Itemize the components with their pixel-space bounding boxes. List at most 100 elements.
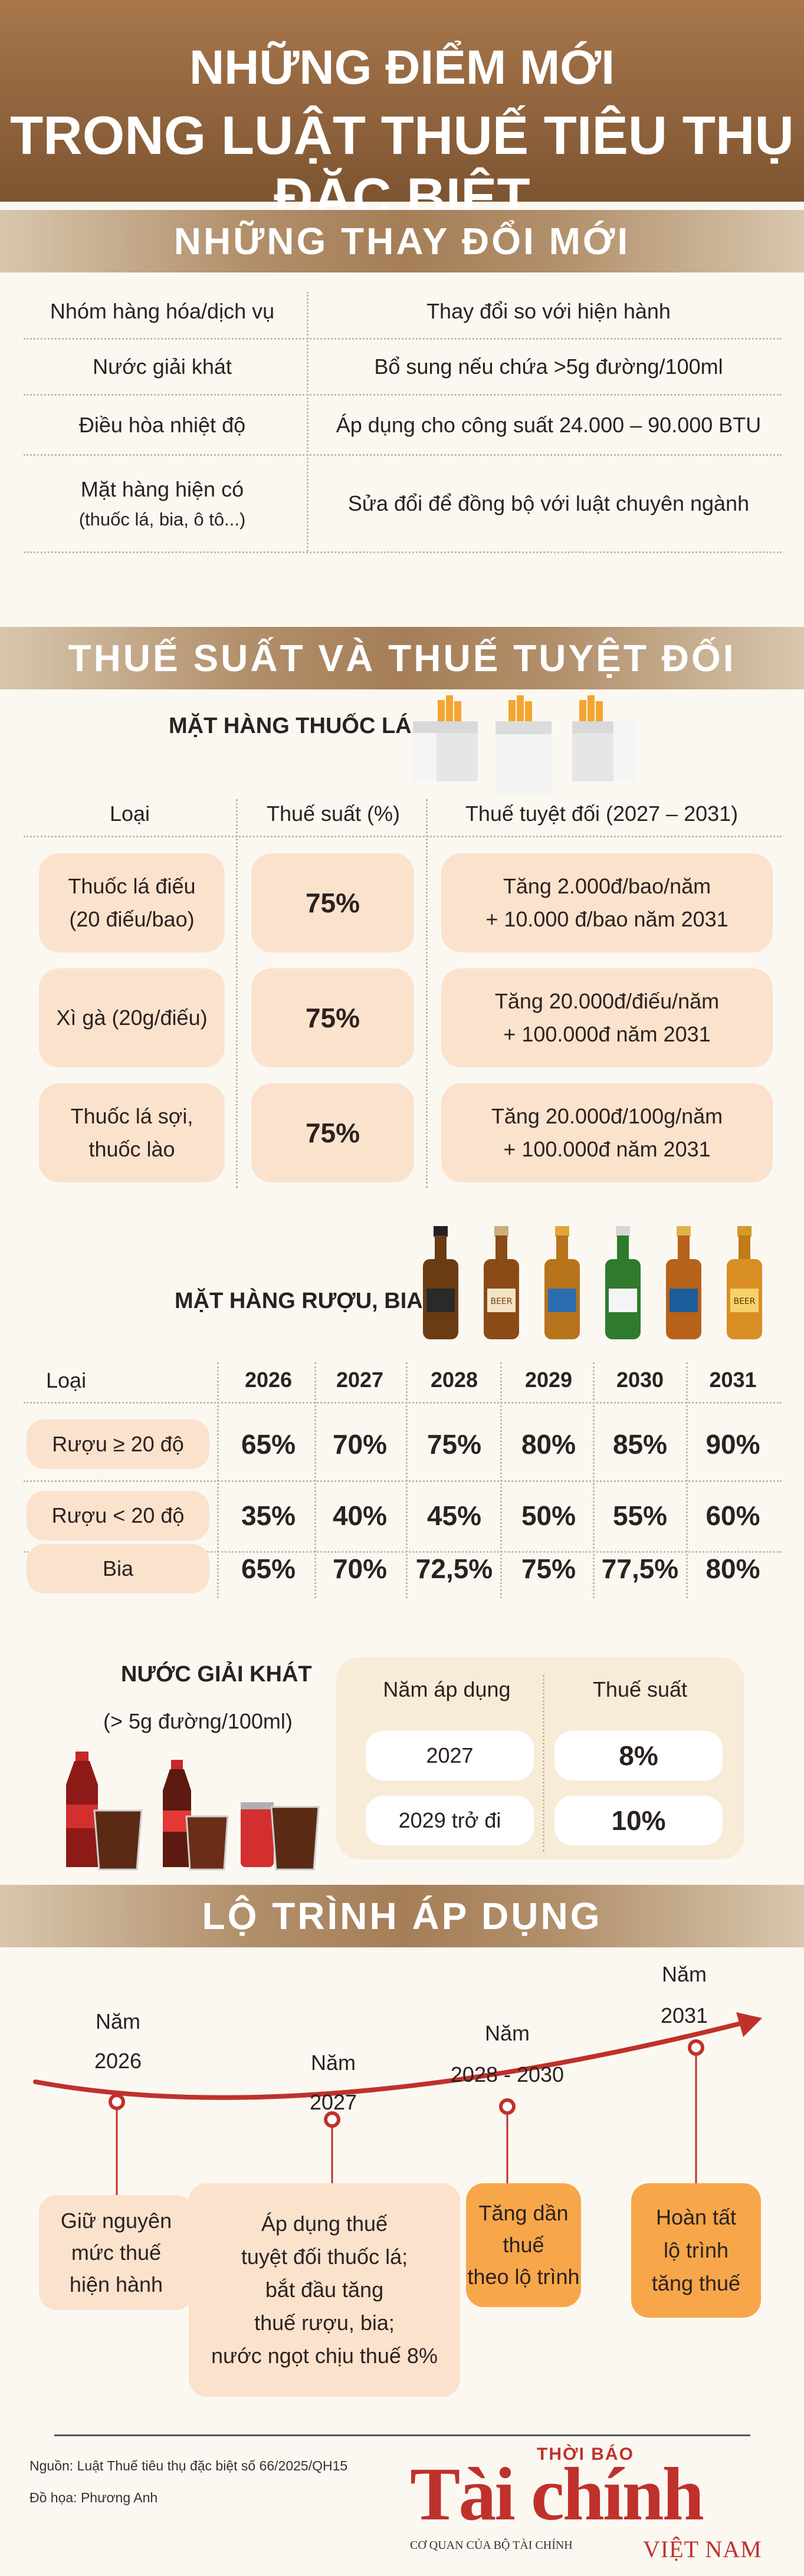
- milestone-desc-line: Hoàn tất: [655, 2205, 737, 2229]
- milestone-desc-line: mức thuế: [71, 2240, 162, 2265]
- logo-country-text: VIỆT NAM: [643, 2536, 762, 2562]
- divider: [24, 1480, 782, 1482]
- milestone-label: Năm: [95, 2009, 140, 2033]
- tobacco-rate-value: 75%: [305, 1003, 360, 1033]
- milestone-desc-line: theo lộ trình: [467, 2265, 580, 2289]
- softdrink-divider-v: [543, 1675, 544, 1852]
- beer-bottles-icon: BEER BEER: [423, 1226, 762, 1339]
- col-header-group: Nhóm hàng hóa/dịch vụ: [50, 299, 275, 323]
- change-row-group-main: Mặt hàng hiện có: [80, 477, 244, 501]
- logo-sub-text: CƠ QUAN CỦA BỘ TÀI CHÍNH: [410, 2539, 573, 2552]
- tobacco-row-abs: Tăng 20.000đ/100g/năm + 100.000đ năm 203…: [441, 1083, 773, 1182]
- softdrink-rate-value: 8%: [619, 1740, 658, 1771]
- tobacco-type-line: Thuốc lá điếu: [68, 874, 196, 898]
- alcohol-rate-value: 60%: [705, 1500, 760, 1531]
- alcohol-rate-value: 65%: [241, 1429, 296, 1460]
- softdrink-subheading: (> 5g đường/100ml): [103, 1709, 293, 1733]
- timeline-curve: [33, 2012, 762, 2195]
- footer-source: Nguồn: Luật Thuế tiêu thụ đặc biệt số 66…: [29, 2458, 348, 2473]
- soda-glass-icon: [270, 1806, 320, 1871]
- section-rates-bar: THUẾ SUẤT VÀ THUẾ TUYỆT ĐỐI: [0, 627, 804, 689]
- soft-drinks-icon: [66, 1752, 320, 1871]
- tobacco-abs-line: + 100.000đ năm 2031: [503, 1137, 711, 1161]
- divider: [24, 1551, 782, 1553]
- tobacco-col-type: Loại: [109, 801, 150, 826]
- milestone-box: Giữ nguyên mức thuế hiện hành: [39, 2195, 193, 2310]
- beer-label-text: BEER: [733, 1297, 755, 1306]
- softdrink-col-year: Năm áp dụng: [383, 1677, 511, 1701]
- milestone-desc-line: lộ trình: [663, 2238, 729, 2262]
- tobacco-heading: MẶT HÀNG THUỐC LÁ: [169, 714, 412, 738]
- divider: [24, 338, 782, 340]
- title-line-1: NHỮNG ĐIỂM MỚI: [189, 41, 615, 94]
- section-new-changes-title: NHỮNG THAY ĐỔI MỚI: [173, 220, 631, 262]
- divider: [24, 394, 782, 396]
- tobacco-type-line: thuốc lào: [88, 1137, 175, 1161]
- tobacco-row-type: Thuốc lá sợi, thuốc lào: [39, 1083, 225, 1182]
- alcohol-rate-value: 70%: [332, 1429, 388, 1460]
- beer-bottle-icon: [423, 1226, 458, 1339]
- alcohol-rate-value: 75%: [426, 1429, 482, 1460]
- tobacco-abs-line: Tăng 20.000đ/điếu/năm: [494, 989, 720, 1013]
- change-row-change: Sửa đổi để đồng bộ với luật chuyên ngành: [347, 491, 750, 515]
- footer-rule: [54, 2434, 750, 2436]
- divider: [24, 836, 782, 837]
- alcohol-type-label: Rượu < 20 độ: [51, 1503, 185, 1527]
- tobacco-rate-value: 75%: [305, 888, 360, 918]
- softdrink-year-cell: 2029 trở đi: [366, 1796, 534, 1845]
- change-row-change: Áp dụng cho công suất 24.000 – 90.000 BT…: [336, 412, 762, 437]
- divider: [24, 454, 782, 456]
- milestone-desc-line: thuế: [503, 2233, 544, 2257]
- cigarette-pack-icon: [572, 695, 637, 781]
- milestone-label: Năm: [310, 2050, 356, 2075]
- header-banner: NHỮNG ĐIỂM MỚI TRONG LUẬT THUẾ TIÊU THỤ …: [0, 0, 804, 228]
- milestone-dot-icon: [688, 2039, 704, 2056]
- tobacco-col-rate: Thuế suất (%): [266, 801, 401, 826]
- alcohol-rate-value: 70%: [332, 1553, 388, 1584]
- section-roadmap-title: LỘ TRÌNH ÁP DỤNG: [202, 1895, 602, 1937]
- soda-bottle-icon: [66, 1752, 98, 1867]
- alcohol-rate-value: 72,5%: [415, 1553, 493, 1584]
- tobacco-row-abs: Tăng 20.000đ/điếu/năm + 100.000đ năm 203…: [441, 968, 773, 1067]
- milestone-desc-line: Tăng dần: [478, 2201, 569, 2225]
- cigarette-packs-icon: [413, 695, 637, 793]
- beer-bottle-icon: [544, 1226, 580, 1339]
- milestone-label: Năm: [484, 2020, 530, 2045]
- milestone-dot-icon: [109, 2094, 125, 2110]
- logo-main-text: Tài chính: [410, 2452, 704, 2536]
- milestone-box: Áp dụng thuế tuyệt đối thuốc lá; bắt đầu…: [189, 2183, 460, 2397]
- tobacco-type-line: (20 điếu/bao): [69, 907, 195, 931]
- alcohol-year: 2026: [244, 1368, 293, 1392]
- change-row-group-sub: (thuốc lá, bia, ô tô...): [78, 509, 246, 530]
- logo: THỜI BÁO Tài chính CƠ QUAN CỦA BỘ TÀI CH…: [410, 2444, 770, 2571]
- alcohol-row-type: Rượu < 20 độ: [27, 1491, 209, 1540]
- milestone-desc-line: nước ngọt chịu thuế 8%: [211, 2344, 438, 2368]
- cigarette-pack-icon: [495, 695, 552, 793]
- milestone-desc-line: bắt đầu tăng: [265, 2278, 384, 2302]
- footer-design: Đồ họa: Phương Anh: [29, 2490, 158, 2505]
- section-new-changes-bar: NHỮNG THAY ĐỔI MỚI: [0, 210, 804, 272]
- alcohol-rate-value: 50%: [521, 1500, 576, 1531]
- alcohol-heading: MẶT HÀNG RƯỢU, BIA: [175, 1289, 423, 1313]
- beer-bottle-icon: [605, 1226, 641, 1339]
- milestone-label: Năm: [661, 1961, 707, 1986]
- tobacco-divider-v: [426, 799, 428, 1188]
- alcohol-year: 2028: [430, 1368, 478, 1392]
- milestone-desc-line: Áp dụng thuế: [261, 2212, 388, 2236]
- alcohol-col-type: Loại: [46, 1368, 87, 1392]
- alcohol-rate-value: 80%: [705, 1553, 760, 1584]
- tobacco-abs-line: Tăng 2.000đ/bao/năm: [503, 874, 711, 898]
- softdrink-rate-cell: 10%: [554, 1796, 723, 1845]
- milestone-year: 2027: [309, 2089, 357, 2114]
- beer-bottle-icon: BEER: [484, 1226, 519, 1339]
- change-row-group: Điều hòa nhiệt độ: [78, 412, 246, 437]
- alcohol-year: 2027: [336, 1368, 384, 1392]
- tobacco-divider-v: [236, 799, 238, 1188]
- alcohol-type-label: Rượu ≥ 20 độ: [52, 1432, 184, 1456]
- section-rates-title: THUẾ SUẤT VÀ THUẾ TUYỆT ĐỐI: [68, 637, 736, 679]
- beer-bottle-icon: [666, 1226, 701, 1339]
- tobacco-type-line: Thuốc lá sợi,: [70, 1104, 193, 1128]
- softdrink-year-value: 2027: [426, 1743, 474, 1767]
- alcohol-rate-value: 65%: [241, 1553, 296, 1584]
- tobacco-abs-line: Tăng 20.000đ/100g/năm: [491, 1104, 723, 1128]
